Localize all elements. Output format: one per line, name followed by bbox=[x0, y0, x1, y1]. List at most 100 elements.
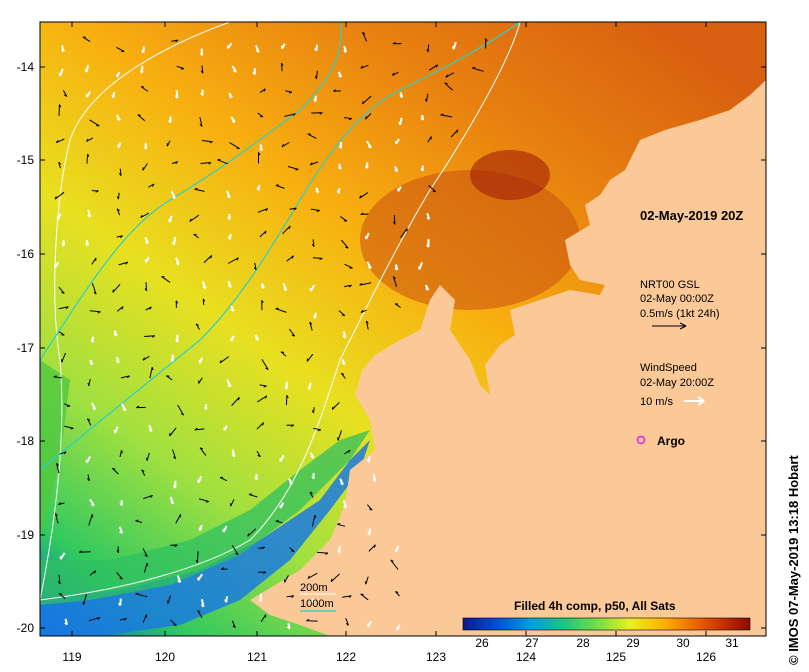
current-vector bbox=[365, 113, 372, 120]
vector-head bbox=[167, 600, 169, 604]
vector-head bbox=[288, 225, 291, 230]
current-vector bbox=[288, 328, 296, 337]
vector-head bbox=[390, 559, 394, 562]
vector-head bbox=[309, 321, 313, 325]
current-vector bbox=[286, 595, 294, 598]
y-tick-label: -19 bbox=[17, 528, 35, 542]
vector-head bbox=[173, 456, 176, 460]
current-vector bbox=[61, 352, 66, 363]
vector-head bbox=[265, 367, 269, 371]
current-vector bbox=[306, 353, 314, 362]
vector-head bbox=[311, 475, 315, 480]
current-vector bbox=[286, 255, 294, 262]
vector-head bbox=[359, 195, 362, 199]
vector-head bbox=[398, 121, 402, 125]
current-vector bbox=[365, 320, 369, 330]
current-vector bbox=[144, 335, 155, 337]
argo-marker-icon bbox=[636, 435, 646, 445]
vector-head bbox=[221, 567, 225, 570]
current-vector bbox=[338, 310, 346, 316]
current-vector bbox=[284, 113, 296, 117]
current-vector bbox=[229, 142, 240, 149]
isobath-200m bbox=[40, 22, 521, 601]
vector-head bbox=[366, 320, 369, 324]
current-vector bbox=[285, 395, 288, 406]
vector-head bbox=[254, 476, 258, 481]
vector-head bbox=[175, 338, 179, 343]
vector-head bbox=[175, 300, 179, 304]
vector-head bbox=[189, 218, 192, 222]
vector-head bbox=[92, 406, 97, 411]
current-vector bbox=[360, 64, 369, 69]
green-coastal-band bbox=[40, 430, 370, 605]
vector-head bbox=[208, 162, 212, 165]
current-vector bbox=[118, 192, 120, 200]
vector-head bbox=[286, 625, 291, 630]
current-vector bbox=[141, 469, 146, 476]
vector-head bbox=[369, 508, 373, 511]
current-vector bbox=[287, 166, 299, 170]
vector-head bbox=[295, 168, 299, 171]
current-vector bbox=[145, 306, 152, 311]
vector-head bbox=[281, 62, 284, 66]
current-vector bbox=[310, 208, 320, 211]
current-vector bbox=[143, 494, 153, 500]
vector-head bbox=[58, 104, 62, 108]
vector-head bbox=[173, 624, 177, 626]
vector-head bbox=[90, 503, 95, 507]
vector-head bbox=[227, 216, 231, 221]
current-vector bbox=[231, 397, 240, 406]
colorbar-tick-label: 29 bbox=[626, 636, 640, 650]
current-vector bbox=[196, 551, 199, 563]
current-vector bbox=[176, 65, 185, 70]
current-vector bbox=[394, 303, 401, 308]
vector-head bbox=[235, 552, 239, 556]
vector-head bbox=[264, 395, 268, 399]
vector-head bbox=[264, 230, 267, 235]
current-vector bbox=[360, 213, 369, 215]
vector-head bbox=[86, 138, 89, 142]
vector-head bbox=[170, 501, 174, 505]
vector-head bbox=[177, 579, 181, 584]
vector-head bbox=[316, 210, 320, 212]
vector-head bbox=[136, 405, 140, 409]
current-vector bbox=[344, 284, 352, 288]
current-vector bbox=[194, 428, 205, 431]
vector-head bbox=[394, 168, 399, 173]
vector-head bbox=[150, 495, 153, 498]
current-vector bbox=[365, 576, 369, 585]
vector-head bbox=[197, 609, 201, 613]
vector-head bbox=[58, 161, 62, 165]
vector-head bbox=[199, 123, 203, 127]
vector-head bbox=[364, 165, 369, 169]
current-vector bbox=[201, 140, 213, 143]
vector-head bbox=[113, 333, 118, 337]
vector-head bbox=[58, 593, 63, 595]
current-vector bbox=[311, 514, 316, 527]
wind-scale-arrow bbox=[684, 396, 705, 406]
vector-head bbox=[435, 64, 439, 68]
vector-head bbox=[168, 218, 171, 223]
current-vector bbox=[259, 88, 266, 94]
vector-head bbox=[203, 406, 208, 410]
vector-head bbox=[115, 359, 120, 364]
vector-head bbox=[180, 413, 184, 416]
current-vector bbox=[88, 378, 91, 387]
vector-head bbox=[331, 406, 334, 410]
vector-head bbox=[89, 362, 94, 366]
vector-head bbox=[348, 449, 351, 454]
current-vector bbox=[116, 208, 121, 216]
current-vector bbox=[120, 375, 130, 379]
current-vector bbox=[189, 214, 200, 222]
current-vector bbox=[86, 137, 94, 142]
vector-head bbox=[399, 94, 403, 99]
vector-head bbox=[345, 623, 349, 626]
vector-head bbox=[123, 617, 127, 621]
vector-head bbox=[119, 235, 123, 239]
vector-head bbox=[61, 291, 65, 294]
current-vector bbox=[312, 239, 315, 247]
vector-head bbox=[360, 593, 364, 596]
vector-head bbox=[263, 385, 267, 388]
isobath-200m-label: 200m bbox=[300, 582, 328, 594]
vector-head bbox=[472, 66, 476, 69]
